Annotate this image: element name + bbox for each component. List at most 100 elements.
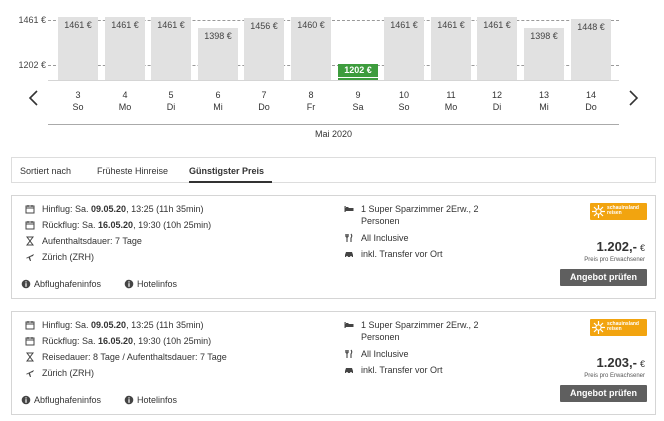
day-label-10[interactable]: 10 So <box>382 89 426 113</box>
day-label-12[interactable]: 12 Di <box>475 89 519 113</box>
price-bar-label: 1398 € <box>204 31 232 41</box>
price-bar-7[interactable]: 1456 € <box>244 18 284 80</box>
room-text: 1 Super Sparzimmer 2Erw., 2 <box>361 204 479 214</box>
outbound-prefix: Hinflug: Sa. <box>42 204 92 214</box>
day-weekday: Mi <box>213 102 223 112</box>
airport-info-text: Abflughafeninfos <box>34 395 102 405</box>
next-week-button[interactable] <box>625 88 641 108</box>
day-label-9[interactable]: 9 Sa <box>336 89 380 113</box>
day-label-3[interactable]: 3 So <box>56 89 100 113</box>
day-date: 5 <box>168 90 174 100</box>
info-icon <box>124 279 134 289</box>
chevron-right-icon <box>629 90 639 106</box>
board-text: All Inclusive <box>361 233 409 243</box>
price-bar-8[interactable]: 1460 € <box>291 17 331 80</box>
price-bar-10[interactable]: 1461 € <box>384 17 424 80</box>
day-label-4[interactable]: 4 Mo <box>103 89 147 113</box>
price-bar-6[interactable]: 1398 € <box>198 28 238 80</box>
price-bar-4[interactable]: 1461 € <box>105 17 145 80</box>
day-date: 6 <box>215 90 221 100</box>
price-currency: € <box>639 359 645 369</box>
day-weekday: So <box>72 102 84 112</box>
return-time: , 19:30 (10h 25min) <box>133 220 212 230</box>
info-icon <box>124 395 134 405</box>
price-bar-12[interactable]: 1461 € <box>477 17 517 80</box>
day-weekday: Mi <box>539 102 549 112</box>
airport-text: Zürich (ZRH) <box>42 368 94 378</box>
day-weekday: So <box>398 102 410 112</box>
price-note: Preis pro Erwachsener <box>584 373 645 379</box>
outbound-time: , 13:25 (11h 35min) <box>126 204 204 214</box>
active-sort-indicator <box>189 181 272 183</box>
day-weekday: Di <box>492 102 502 112</box>
check-offer-button[interactable]: Angebot prüfen <box>560 269 647 286</box>
day-label-14[interactable]: 14 Do <box>569 89 613 113</box>
tour-operator-logo: schauinsland reisen <box>590 203 647 220</box>
day-date: 7 <box>261 90 267 100</box>
hotel-info-text: Hotelinfos <box>137 395 178 405</box>
sort-bar: Sortiert nach Früheste Hinreise Günstigs… <box>11 157 656 183</box>
offer-price: 1.202,- € <box>597 239 646 254</box>
sun-logo-icon <box>592 321 605 334</box>
day-label-6[interactable]: 6 Mi <box>196 89 240 113</box>
prev-week-button[interactable] <box>26 88 42 108</box>
sort-option-earliest[interactable]: Früheste Hinreise <box>97 166 169 176</box>
sort-label: Sortiert nach <box>20 166 72 176</box>
price-bar-label: 1461 € <box>390 20 418 30</box>
outbound-date: 09.05.20 <box>91 320 127 330</box>
info-icon <box>21 279 31 289</box>
calendar-icon <box>25 221 35 230</box>
day-label-7[interactable]: 7 Do <box>242 89 286 113</box>
day-date: 8 <box>308 90 314 100</box>
hotel-info-text: Hotelinfos <box>137 279 178 289</box>
gridline-bottom <box>48 65 619 66</box>
sort-option-cheapest[interactable]: Günstigster Preis <box>189 166 265 176</box>
bed-icon <box>344 322 354 328</box>
price-bar-label: 1398 € <box>530 31 558 41</box>
calendar-icon <box>25 321 35 330</box>
day-weekday: Mo <box>444 102 458 112</box>
airplane-icon <box>26 370 34 377</box>
month-divider <box>48 124 619 125</box>
chevron-left-icon <box>28 90 38 106</box>
fork-knife-icon <box>345 233 353 242</box>
price-value: 1.202,- <box>596 239 637 254</box>
gridline-top <box>48 20 619 21</box>
room-text-cont: Personen <box>361 216 400 226</box>
day-weekday: Mo <box>118 102 132 112</box>
price-bar-9[interactable] <box>338 78 378 80</box>
check-offer-button[interactable]: Angebot prüfen <box>560 385 647 402</box>
hourglass-icon <box>26 352 34 362</box>
outbound-prefix: Hinflug: Sa. <box>42 320 92 330</box>
room-text: 1 Super Sparzimmer 2Erw., 2 <box>361 320 479 330</box>
day-weekday: Sa <box>352 102 364 112</box>
return-date: 16.05.20 <box>98 220 134 230</box>
day-label-13[interactable]: 13 Mi <box>522 89 566 113</box>
price-bar-5[interactable]: 1461 € <box>151 17 191 80</box>
y-label-bottom: 1202 € <box>18 60 46 70</box>
price-bar-label: 1461 € <box>157 20 185 30</box>
price-bar-14[interactable]: 1448 € <box>571 19 611 80</box>
day-date: 9 <box>355 90 361 100</box>
day-label-11[interactable]: 11 Mo <box>429 89 473 113</box>
logo-text-sub: reisen <box>607 210 622 216</box>
day-date: 14 <box>585 90 596 100</box>
calendar-icon <box>25 337 35 346</box>
airport-info-text: Abflughafeninfos <box>34 279 102 289</box>
return-prefix: Rückflug: Sa. <box>42 336 99 346</box>
info-icon <box>21 395 31 405</box>
logo-text: schauinsland <box>607 205 639 211</box>
price-bar-13[interactable]: 1398 € <box>524 28 564 80</box>
price-bar-11[interactable]: 1461 € <box>431 17 471 80</box>
day-date: 4 <box>122 90 128 100</box>
transfer-text: inkl. Transfer vor Ort <box>361 365 443 375</box>
logo-text-sub: reisen <box>607 326 622 332</box>
day-label-8[interactable]: 8 Fr <box>289 89 333 113</box>
price-bar-3[interactable]: 1461 € <box>58 17 98 80</box>
day-weekday: Fr <box>306 102 316 112</box>
day-label-5[interactable]: 5 Di <box>149 89 193 113</box>
price-note: Preis pro Erwachsener <box>584 257 645 263</box>
price-currency: € <box>639 243 645 253</box>
best-price-label[interactable]: 1202 € <box>338 64 378 77</box>
price-bar-label: 1456 € <box>250 21 278 31</box>
